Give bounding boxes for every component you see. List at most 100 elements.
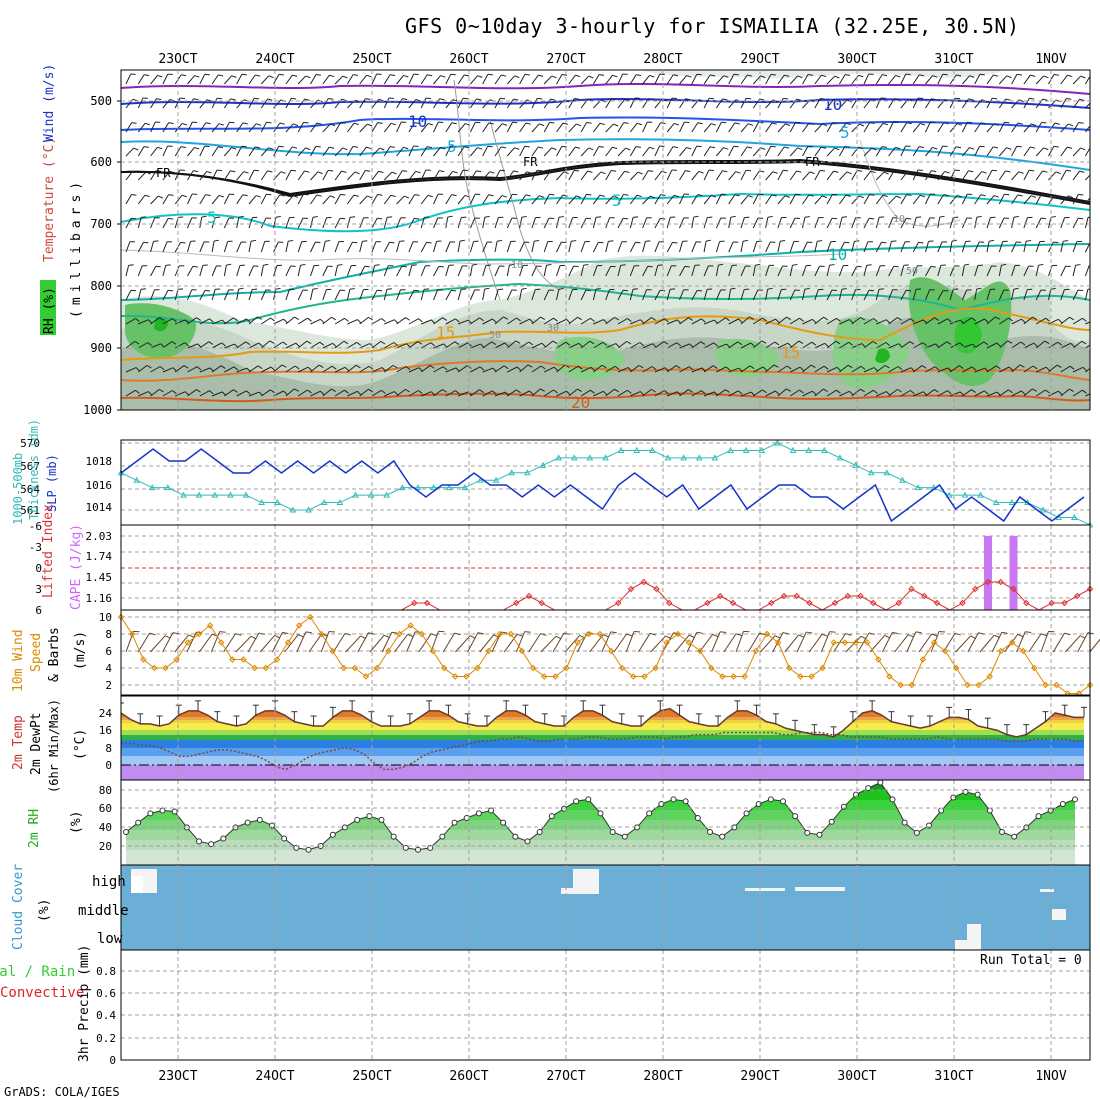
upper-wind-barb-flag xyxy=(205,289,211,292)
upper-wind-barb-flag xyxy=(984,318,989,323)
upper-wind-barb xyxy=(752,265,756,277)
upper-wind-barb xyxy=(826,170,834,181)
upper-wind-barb xyxy=(1072,340,1083,349)
upper-wind-barb xyxy=(752,170,760,181)
rh-marker xyxy=(159,807,166,814)
upper-wind-barb xyxy=(1011,194,1019,205)
upper-wind-barb xyxy=(593,319,604,325)
wind10-barb xyxy=(576,632,588,653)
upper-wind-barb-flag xyxy=(292,146,298,149)
upper-wind-barb-flag xyxy=(341,98,347,102)
upper-wind-barb xyxy=(543,289,550,301)
upper-wind-barb xyxy=(580,147,589,157)
upper-wind-barb-flag xyxy=(206,99,212,102)
upper-wind-barb xyxy=(1011,146,1018,157)
contour-label-10-right: 10 xyxy=(823,95,842,114)
temp-band-lightblue xyxy=(121,756,1084,765)
upper-wind-barb xyxy=(125,389,136,397)
upper-wind-barb xyxy=(150,343,161,349)
upper-wind-barb-flag xyxy=(352,241,358,244)
upper-wind-barb-flag xyxy=(710,194,716,198)
upper-wind-barb xyxy=(556,194,564,205)
upper-wind-barb xyxy=(617,122,625,133)
upper-wind-barb xyxy=(998,289,1005,301)
li-marker xyxy=(895,599,902,607)
upper-wind-barb-flag xyxy=(991,169,998,172)
wind10-barb-flag xyxy=(1040,633,1047,637)
upper-wind-barb-flag xyxy=(575,146,581,149)
upper-wind-barb-flag xyxy=(504,342,509,347)
upper-wind-barb-flag xyxy=(886,319,891,324)
upper-wind-barb-flag xyxy=(330,123,336,127)
upper-wind-barb-flag xyxy=(300,263,306,266)
upper-wind-barb xyxy=(420,97,427,109)
upper-wind-barb xyxy=(150,266,157,277)
upper-wind-barb-flag xyxy=(278,145,284,148)
wind10-barb xyxy=(198,633,213,653)
thickness-marker xyxy=(477,476,484,483)
wind10-barb xyxy=(210,631,221,653)
upper-wind-barb xyxy=(322,74,330,85)
upper-wind-barb-flag xyxy=(626,340,632,345)
upper-wind-barb-flag xyxy=(882,74,888,77)
rh-marker xyxy=(354,816,361,823)
upper-wind-barb xyxy=(531,241,535,253)
li-marker xyxy=(959,599,966,607)
upper-wind-barb-flag xyxy=(501,195,507,198)
upper-wind-barb xyxy=(310,241,316,253)
upper-wind-barb xyxy=(494,316,504,325)
upper-wind-barb xyxy=(937,367,949,373)
upper-wind-barb-flag xyxy=(516,389,521,394)
upper-wind-barb xyxy=(420,217,425,229)
upper-wind-barb-flag xyxy=(184,342,189,347)
upper-wind-barb xyxy=(433,75,441,85)
li-marker xyxy=(870,599,877,607)
upper-wind-barb-flag xyxy=(475,121,481,124)
cloud-background xyxy=(121,865,1090,950)
upper-wind-barb-flag xyxy=(1092,195,1097,196)
upper-wind-barb xyxy=(961,98,969,109)
wind10-barb-flag xyxy=(993,634,1000,639)
upper-wind-barb xyxy=(593,122,601,133)
bottom-date-label: 24OCT xyxy=(255,1069,294,1084)
upper-wind-barb-flag xyxy=(685,170,691,173)
upper-wind-barb-flag xyxy=(172,390,177,395)
temp-band-royal xyxy=(121,740,1084,748)
upper-wind-barb-flag xyxy=(1095,342,1099,345)
upper-wind-barb xyxy=(543,317,554,325)
upper-wind-barb xyxy=(469,121,476,133)
upper-wind-barb xyxy=(457,319,469,325)
upper-wind-barb xyxy=(605,123,614,133)
upper-wind-barb-flag xyxy=(194,75,200,78)
wind10-barb xyxy=(442,632,455,653)
thickness-marker xyxy=(774,439,781,446)
upper-wind-barb-flag xyxy=(172,367,177,372)
upper-wind-barb xyxy=(1085,393,1090,397)
upper-wind-barb-flag xyxy=(1082,366,1088,372)
upper-wind-barb xyxy=(925,266,932,277)
upper-wind-barb-flag xyxy=(980,194,986,197)
upper-y-tick: 600 xyxy=(90,155,112,169)
upper-wind-barb xyxy=(261,389,271,397)
upper-wind-barb xyxy=(162,171,171,181)
wind10-marker xyxy=(440,664,448,672)
upper-wind-barb xyxy=(445,122,453,133)
wind10-barb xyxy=(320,631,330,653)
upper-wind-barb-flag xyxy=(329,195,336,199)
upper-wind-barb xyxy=(445,367,457,373)
upper-wind-barb xyxy=(1011,364,1021,373)
upper-wind-barb-flag xyxy=(377,217,383,220)
upper-wind-barb-flag xyxy=(807,145,813,148)
rh-marker xyxy=(293,844,300,851)
upper-wind-barb xyxy=(494,74,502,85)
upper-wind-barb xyxy=(150,317,160,325)
upper-wind-barb xyxy=(888,289,894,301)
upper-wind-barb xyxy=(223,289,230,301)
wind10-marker xyxy=(240,656,247,663)
wind10-marker xyxy=(730,673,737,680)
upper-wind-barb xyxy=(137,217,142,229)
upper-wind-barb xyxy=(162,265,167,277)
upper-wind-barb-flag xyxy=(157,146,163,150)
upper-wind-barb xyxy=(531,316,541,325)
upper-wind-barb xyxy=(162,290,169,301)
